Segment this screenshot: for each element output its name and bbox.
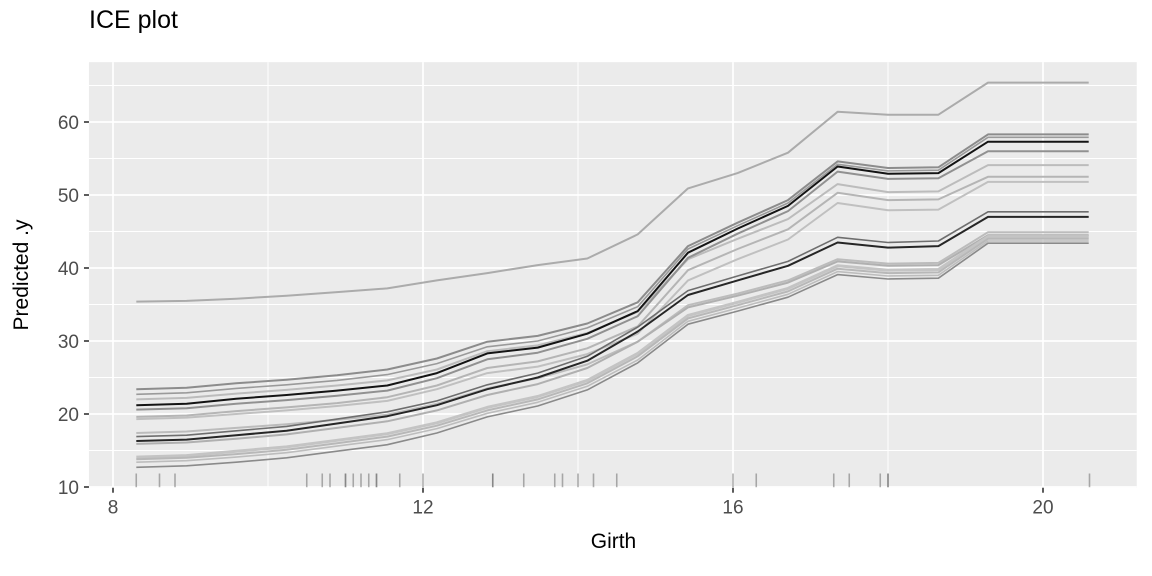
ice-line-15 <box>136 215 1089 442</box>
ice-line-13 <box>136 242 1089 469</box>
ice-line-14 <box>136 211 1089 438</box>
ice-line-10 <box>136 136 1089 396</box>
x-tick-label: 12 <box>412 498 433 519</box>
ice-line-16 <box>136 140 1089 407</box>
y-tick-label: 20 <box>58 405 79 426</box>
ice-line-3 <box>136 175 1089 418</box>
ice-line-7 <box>136 235 1089 459</box>
ice-line-9 <box>136 240 1089 463</box>
ice-line-max <box>136 81 1089 303</box>
ice-line-5 <box>136 231 1089 434</box>
y-tick-label: 10 <box>58 478 79 499</box>
ice-line-6 <box>136 234 1089 445</box>
ice-line-11 <box>136 133 1089 391</box>
plot-title: ICE plot <box>89 6 178 34</box>
ice-line-4 <box>136 180 1089 421</box>
panel-background <box>88 62 1137 488</box>
ice-line-8 <box>136 237 1089 461</box>
x-axis-title: Girth <box>590 530 637 553</box>
x-tick-label: 16 <box>722 498 743 519</box>
y-tick-label: 30 <box>58 332 79 353</box>
y-tick-label: 50 <box>58 186 79 207</box>
y-axis-title: Predicted .y <box>10 219 33 331</box>
x-tick-label: 8 <box>108 498 119 519</box>
ice-line-12 <box>136 150 1089 411</box>
y-tick-label: 60 <box>58 113 79 134</box>
x-tick-label: 20 <box>1032 498 1053 519</box>
y-tick-label: 40 <box>58 259 79 280</box>
